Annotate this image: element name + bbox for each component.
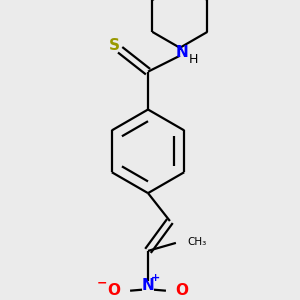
Text: N: N — [142, 278, 154, 293]
Text: N: N — [176, 45, 188, 60]
Text: CH₃: CH₃ — [188, 237, 207, 247]
Text: S: S — [109, 38, 120, 53]
Text: +: + — [151, 273, 160, 283]
Text: H: H — [189, 53, 199, 66]
Text: O: O — [108, 283, 121, 298]
Text: O: O — [176, 283, 188, 298]
Text: −: − — [97, 276, 107, 289]
